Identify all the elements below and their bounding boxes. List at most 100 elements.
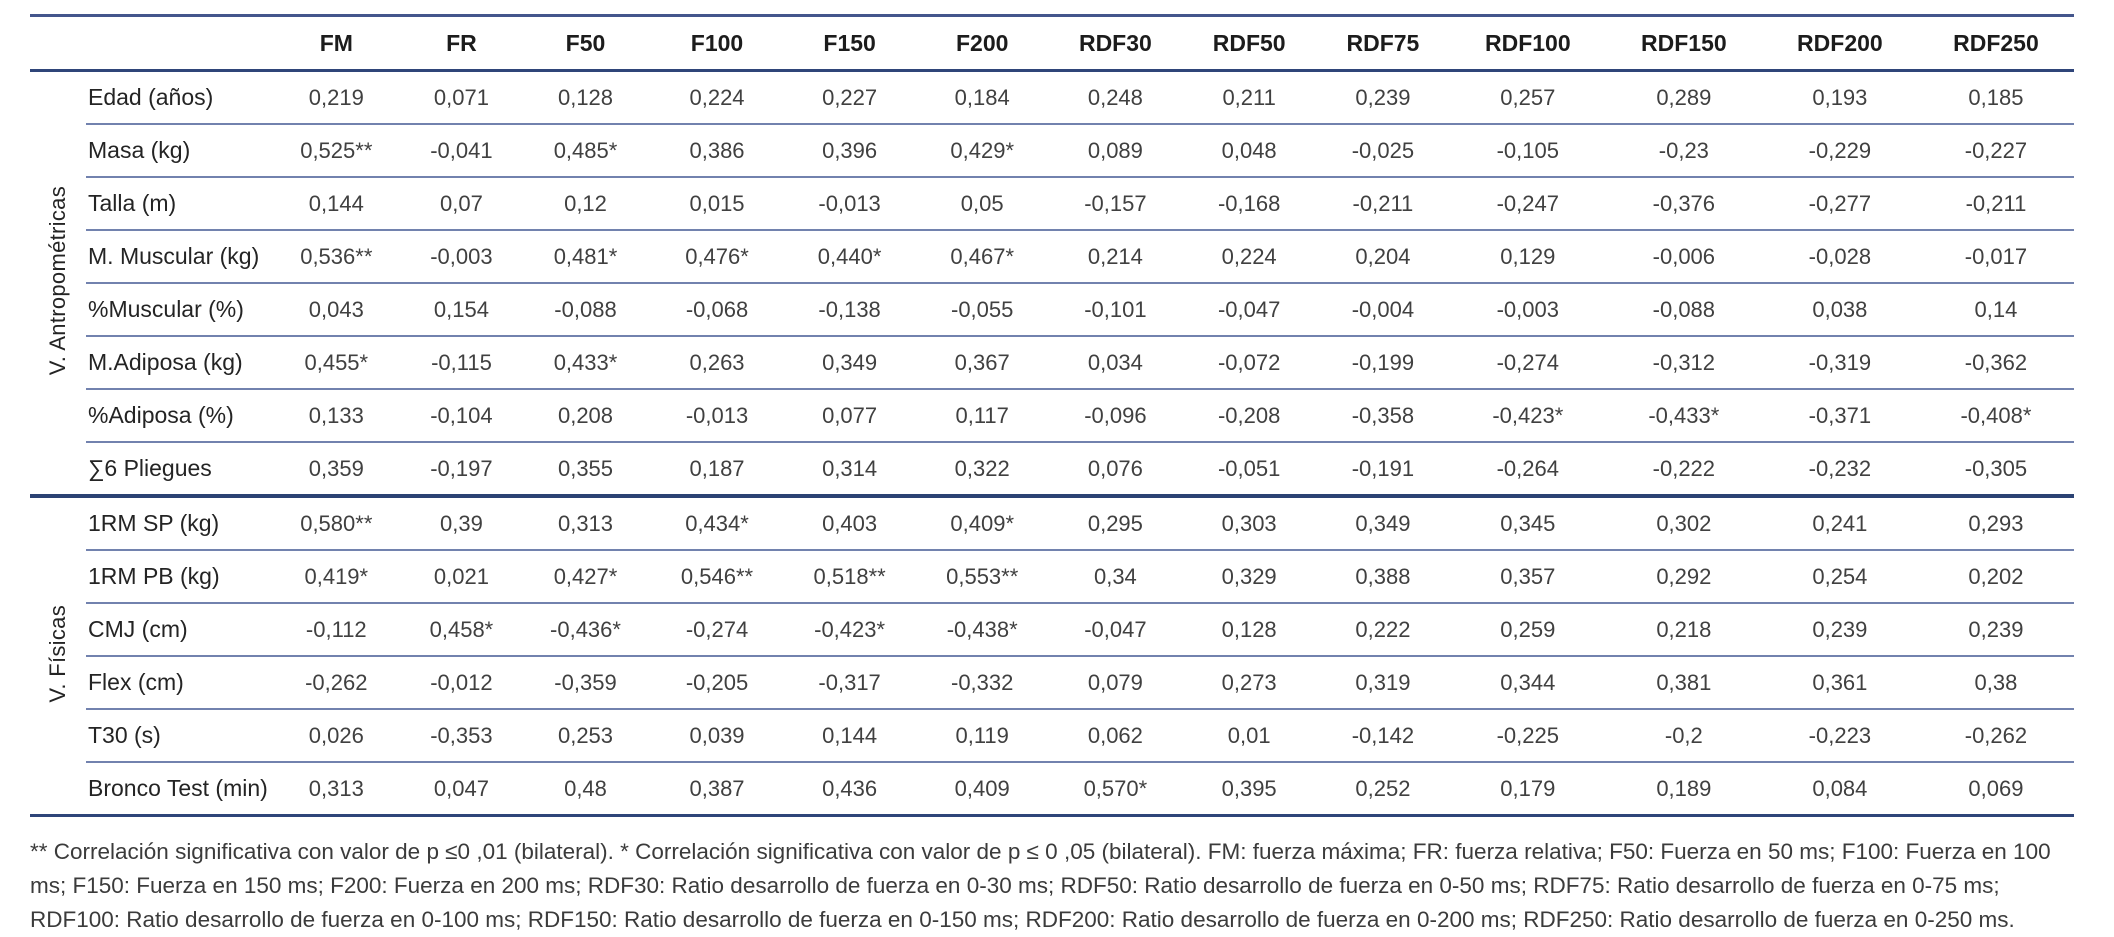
value-cell: -0,088: [1605, 283, 1762, 337]
column-header-f200: F200: [915, 14, 1049, 72]
value-cell: 0,396: [783, 124, 916, 178]
value-cell: 0,204: [1316, 230, 1450, 284]
value-cell: -0,371: [1761, 389, 1918, 443]
value-cell: 0,062: [1048, 709, 1183, 763]
value-cell: 0,218: [1605, 603, 1762, 657]
value-cell: 0,239: [1917, 603, 2074, 657]
value-cell: 0,419*: [270, 550, 403, 604]
row-label: Talla (m): [86, 177, 270, 231]
value-cell: -0,105: [1449, 124, 1606, 178]
value-cell: 0,329: [1182, 550, 1317, 604]
value-cell: 0,185: [1917, 70, 2074, 125]
table-row: ∑6 Pliegues 0,359 -0,197 0,355 0,187 0,314 0,3…: [30, 442, 2074, 498]
value-cell: 0,48: [520, 762, 651, 817]
value-cell: 0,367: [915, 336, 1049, 390]
value-cell: 0,128: [1182, 603, 1317, 657]
value-cell: 0,38: [1917, 656, 2074, 710]
value-cell: 0,07: [402, 177, 521, 231]
value-cell: -0,096: [1048, 389, 1183, 443]
value-cell: 0,580**: [270, 496, 403, 551]
value-cell: 0,481*: [520, 230, 651, 284]
value-cell: 0,293: [1917, 496, 2074, 551]
value-cell: 0,313: [270, 762, 403, 817]
value-cell: 0,39: [402, 496, 521, 551]
table-row: Bronco Test (min) 0,313 0,047 0,48 0,387 0,43…: [30, 762, 2074, 817]
value-cell: 0,455*: [270, 336, 403, 390]
value-cell: 0,069: [1917, 762, 2074, 817]
value-cell: 0,429*: [915, 124, 1049, 178]
value-cell: 0,239: [1761, 603, 1918, 657]
value-cell: 0,536**: [270, 230, 403, 284]
value-cell: 0,219: [270, 70, 403, 125]
value-cell: -0,017: [1917, 230, 2074, 284]
value-cell: 0,485*: [520, 124, 651, 178]
value-cell: -0,047: [1048, 603, 1183, 657]
value-cell: 0,154: [402, 283, 521, 337]
value-cell: 0,01: [1182, 709, 1317, 763]
value-cell: 0,214: [1048, 230, 1183, 284]
value-cell: -0,376: [1605, 177, 1762, 231]
table-row: %Muscular (%) 0,043 0,154 -0,088 -0,068 -0,13…: [30, 283, 2074, 337]
value-cell: 0,546**: [650, 550, 784, 604]
value-cell: -0,112: [270, 603, 403, 657]
value-cell: 0,467*: [915, 230, 1049, 284]
correlation-table: FM FR F50 F100 F150 F200 RDF30 RDF50 RDF75 RDF100…: [30, 14, 2074, 817]
value-cell: -0,047: [1182, 283, 1317, 337]
column-header-rdf30: RDF30: [1048, 14, 1183, 72]
value-cell: 0,239: [1316, 70, 1450, 125]
value-cell: -0,23: [1605, 124, 1762, 178]
column-header-rdf50: RDF50: [1182, 14, 1317, 72]
value-cell: 0,128: [520, 70, 651, 125]
value-cell: 0,202: [1917, 550, 2074, 604]
table-body: V. Antropométricas Edad (años) 0,219 0,071 0…: [30, 70, 2074, 817]
corner-cell: [30, 14, 270, 72]
value-cell: -0,168: [1182, 177, 1317, 231]
value-cell: -0,051: [1182, 442, 1317, 498]
value-cell: 0,129: [1449, 230, 1606, 284]
table-header: FM FR F50 F100 F150 F200 RDF30 RDF50 RDF75 RDF100…: [30, 14, 2074, 72]
row-label: ∑6 Pliegues: [86, 442, 270, 498]
value-cell: 0,434*: [650, 496, 784, 551]
value-cell: 0,395: [1182, 762, 1317, 817]
value-cell: 0,224: [1182, 230, 1317, 284]
column-header-f150: F150: [783, 14, 916, 72]
group-label-cell: V. Antropométricas: [30, 70, 86, 498]
value-cell: 0,303: [1182, 496, 1317, 551]
value-cell: 0,386: [650, 124, 784, 178]
value-cell: -0,277: [1761, 177, 1918, 231]
value-cell: 0,388: [1316, 550, 1450, 604]
value-cell: 0,079: [1048, 656, 1183, 710]
value-cell: -0,436*: [520, 603, 651, 657]
value-cell: -0,003: [1449, 283, 1606, 337]
column-header-rdf100: RDF100: [1449, 14, 1606, 72]
value-cell: 0,361: [1761, 656, 1918, 710]
value-cell: 0,048: [1182, 124, 1317, 178]
value-cell: -0,028: [1761, 230, 1918, 284]
row-label: T30 (s): [86, 709, 270, 763]
table-row: 1RM PB (kg) 0,419* 0,021 0,427* 0,546** 0,518…: [30, 550, 2074, 604]
value-cell: -0,262: [1917, 709, 2074, 763]
value-cell: -0,088: [520, 283, 651, 337]
value-cell: 0,038: [1761, 283, 1918, 337]
row-label: CMJ (cm): [86, 603, 270, 657]
value-cell: 0,409: [915, 762, 1049, 817]
table-row: T30 (s) 0,026 -0,353 0,253 0,039 0,144 0,119 0,…: [30, 709, 2074, 763]
row-label: 1RM SP (kg): [86, 496, 270, 551]
value-cell: 0,034: [1048, 336, 1183, 390]
column-header-rdf150: RDF150: [1605, 14, 1762, 72]
column-header-rdf75: RDF75: [1316, 14, 1450, 72]
value-cell: -0,211: [1316, 177, 1450, 231]
value-cell: -0,072: [1182, 336, 1317, 390]
value-cell: 0,344: [1449, 656, 1606, 710]
value-cell: -0,332: [915, 656, 1049, 710]
value-cell: -0,055: [915, 283, 1049, 337]
column-header-rdf250: RDF250: [1917, 14, 2074, 72]
value-cell: -0,013: [650, 389, 784, 443]
value-cell: 0,077: [783, 389, 916, 443]
value-cell: 0,349: [783, 336, 916, 390]
value-cell: 0,254: [1761, 550, 1918, 604]
column-header-rdf200: RDF200: [1761, 14, 1918, 72]
value-cell: 0,259: [1449, 603, 1606, 657]
value-cell: 0,314: [783, 442, 916, 498]
value-cell: 0,039: [650, 709, 784, 763]
